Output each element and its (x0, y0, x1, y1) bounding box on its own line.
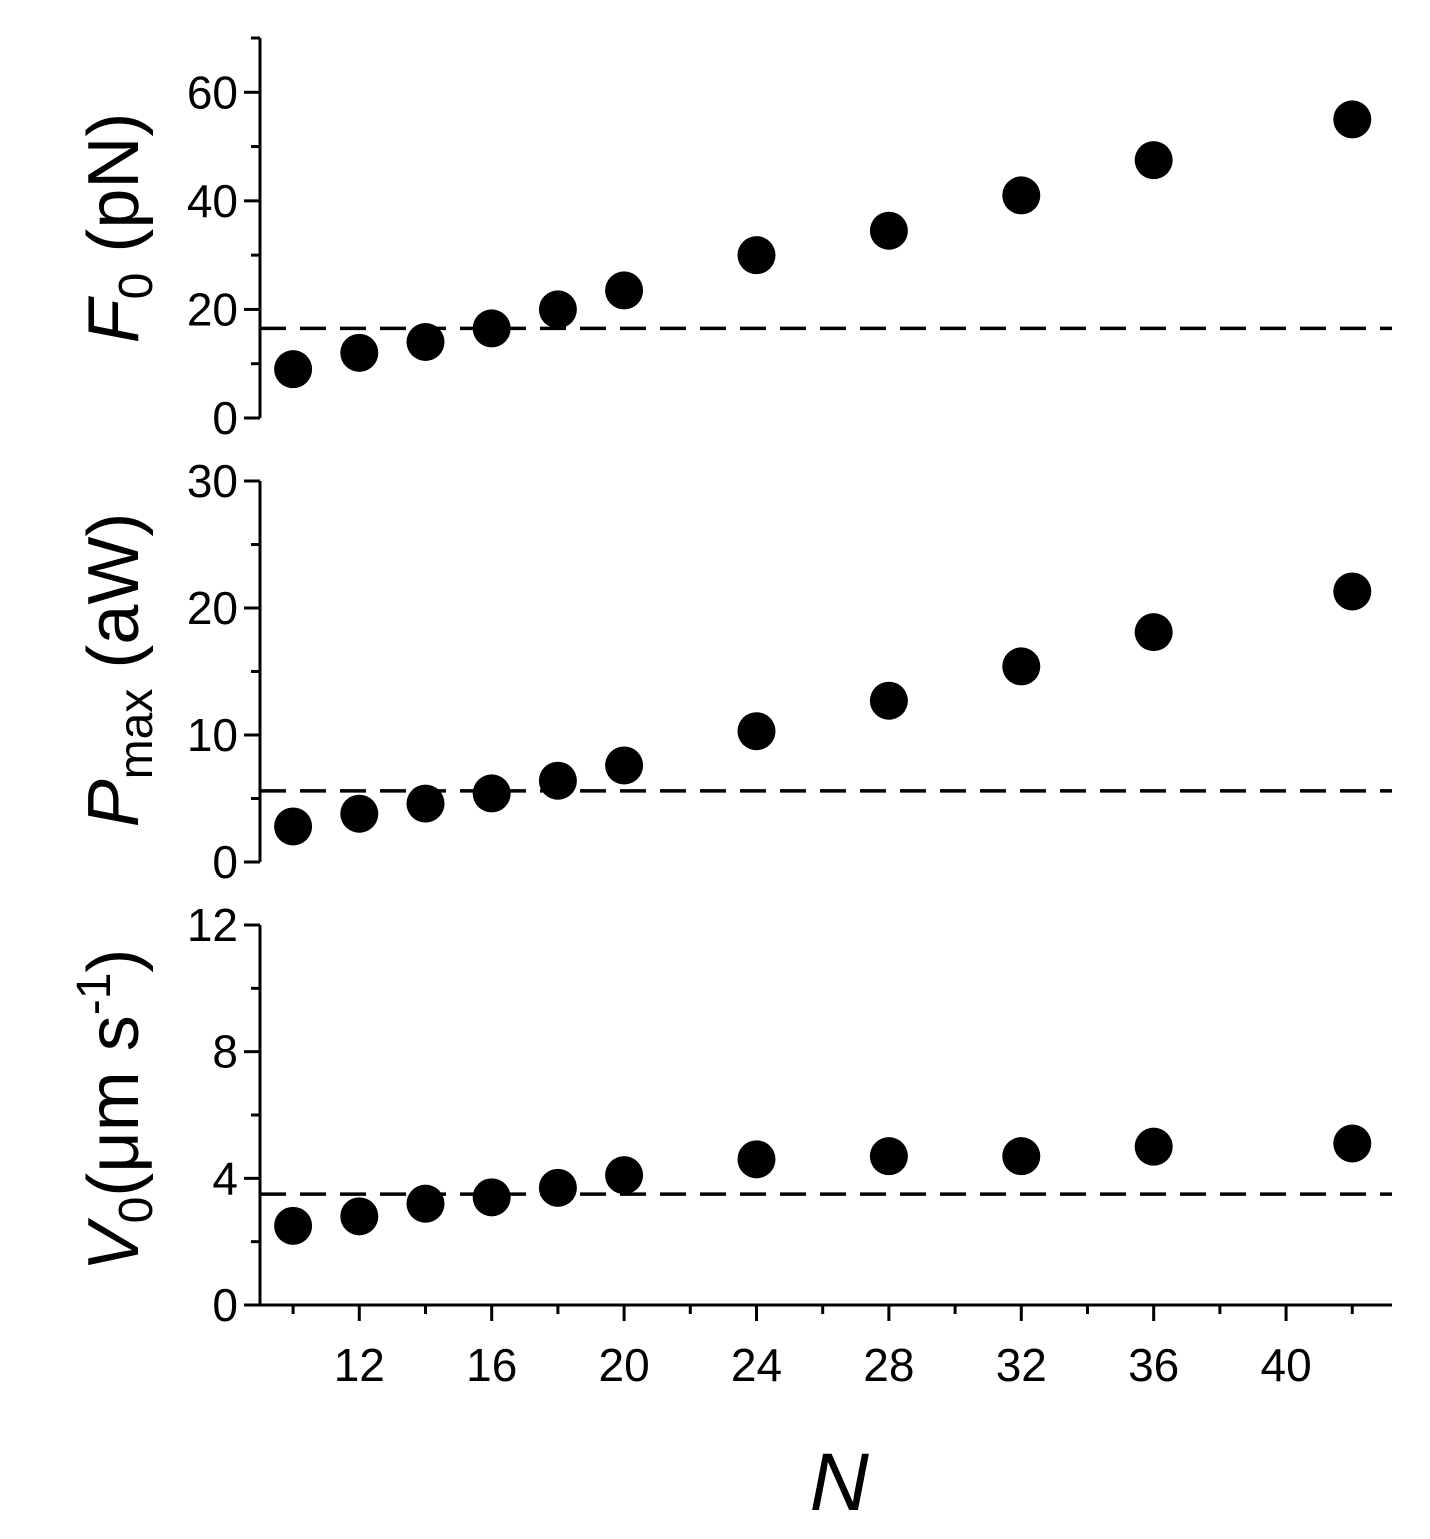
data-point-bottom (406, 1184, 445, 1223)
data-point-top (737, 236, 776, 275)
data-point-bottom (605, 1156, 644, 1195)
y-axis-label-middle-part: P (74, 779, 154, 827)
data-point-middle (1002, 647, 1041, 686)
x-tick-label: 20 (599, 1339, 650, 1391)
y-axis-label-middle-part: (aW) (74, 513, 154, 689)
y-tick-label-bottom: 4 (212, 1152, 238, 1204)
x-tick-label: 40 (1260, 1339, 1311, 1391)
y-tick-label-middle: 10 (187, 709, 238, 761)
data-point-middle (737, 712, 776, 751)
y-tick-label-top: 40 (187, 175, 238, 227)
y-axis-label-bottom-part: 0 (110, 1197, 163, 1224)
data-point-middle (1134, 613, 1173, 652)
y-tick-label-middle: 0 (212, 836, 238, 888)
data-point-top (1333, 100, 1372, 139)
data-point-top (1002, 176, 1041, 215)
data-point-middle (406, 784, 445, 823)
x-tick-label: 16 (466, 1339, 517, 1391)
y-axis-label-top-part: F (74, 295, 154, 343)
data-point-bottom (274, 1206, 313, 1245)
y-axis-label-bottom-part: V (74, 1217, 154, 1271)
data-point-top (605, 271, 644, 310)
x-axis-label: N (810, 1437, 870, 1528)
y-tick-label-middle: 20 (187, 582, 238, 634)
y-tick-label-top: 20 (187, 283, 238, 335)
data-point-bottom (1333, 1124, 1372, 1163)
y-axis-label-middle-part: max (110, 689, 163, 780)
data-point-middle (538, 761, 577, 800)
y-axis-label-top: F0 (pN) (74, 113, 163, 344)
data-point-top (406, 323, 445, 361)
y-axis-label-bottom-part: -1 (68, 973, 121, 1016)
y-axis-label-top-part: (pN) (74, 113, 154, 273)
data-point-bottom (340, 1197, 379, 1236)
x-tick-label: 32 (996, 1339, 1047, 1391)
y-axis-label-middle: Pmax (aW) (74, 513, 163, 828)
y-tick-label-top: 60 (187, 66, 238, 118)
x-tick-label: 24 (731, 1339, 782, 1391)
data-point-bottom (472, 1178, 511, 1217)
data-point-middle (869, 681, 908, 720)
data-point-middle (340, 794, 379, 833)
data-point-middle (274, 807, 313, 846)
y-tick-label-bottom: 12 (187, 899, 238, 951)
y-axis-label-bottom-part: ) (74, 949, 154, 973)
data-point-bottom (1134, 1127, 1173, 1166)
y-tick-label-bottom: 8 (212, 1026, 238, 1078)
data-point-middle (605, 746, 644, 785)
data-point-top (538, 290, 577, 329)
y-axis-label-top-part: 0 (110, 273, 163, 300)
y-axis-label-bottom-part: (μm s (74, 1015, 154, 1196)
data-point-bottom (869, 1137, 908, 1176)
y-tick-label-middle: 30 (187, 455, 238, 507)
data-point-top (274, 350, 313, 389)
data-point-top (340, 333, 379, 372)
y-tick-label-bottom: 0 (212, 1279, 238, 1331)
x-tick-label: 28 (863, 1339, 914, 1391)
x-tick-label: 12 (334, 1339, 385, 1391)
data-point-middle (1333, 572, 1372, 611)
data-point-bottom (737, 1140, 776, 1179)
data-point-top (1134, 141, 1173, 180)
data-point-bottom (538, 1168, 577, 1207)
y-tick-label-top: 0 (212, 392, 238, 444)
data-point-bottom (1002, 1137, 1041, 1176)
x-tick-label: 36 (1128, 1339, 1179, 1391)
y-axis-label-bottom: V0(μm s-1) (68, 949, 163, 1272)
data-point-top (869, 211, 908, 250)
data-point-middle (472, 774, 511, 813)
data-point-top (472, 309, 511, 348)
